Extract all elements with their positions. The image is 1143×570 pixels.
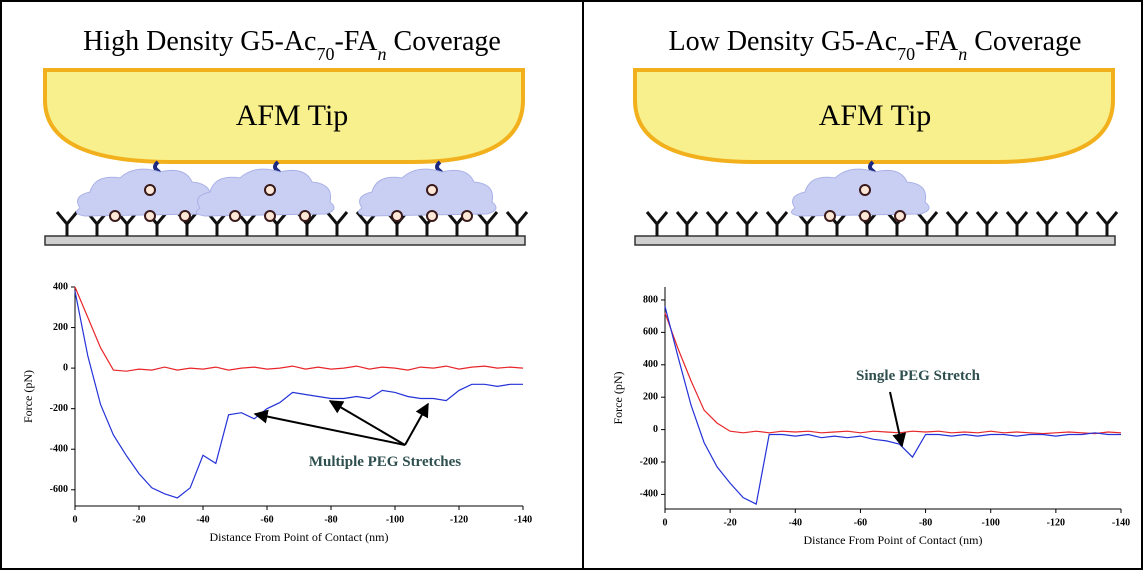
annotation: Multiple PEG Stretches	[309, 454, 461, 470]
folate	[426, 184, 438, 196]
annotation-arrow	[328, 400, 406, 446]
title-part: n	[378, 44, 387, 64]
x-axis-title: Distance From Point of Contact (nm)	[804, 533, 983, 547]
receptor	[1035, 211, 1059, 236]
x-tick-label: 0	[73, 514, 78, 525]
receptor	[1065, 211, 1089, 236]
x-tick-label: -120	[1047, 517, 1065, 528]
x-tick-label: -60	[260, 514, 273, 525]
folate	[894, 210, 906, 222]
folate	[264, 184, 276, 196]
receptor	[705, 211, 729, 236]
y-tick-label: 800	[643, 294, 658, 305]
title-part: Coverage	[967, 26, 1081, 57]
receptor	[735, 211, 759, 236]
data-line	[74, 286, 524, 372]
y-tick-label: 200	[53, 322, 68, 333]
receptor	[505, 211, 529, 236]
title-part: -FA	[334, 26, 378, 57]
receptor	[945, 211, 969, 236]
receptor	[645, 211, 669, 236]
x-tick-label: -40	[196, 514, 209, 525]
x-tick-label: -80	[919, 517, 932, 528]
folate	[109, 210, 121, 222]
folate	[391, 210, 403, 222]
folate	[144, 184, 156, 196]
data-line	[74, 290, 523, 499]
folate	[264, 210, 276, 222]
title-part: -FA	[915, 26, 959, 57]
receptor	[765, 211, 789, 236]
folate	[859, 184, 871, 196]
annotation-arrow	[253, 409, 406, 446]
y-tick-label: 0	[63, 362, 68, 373]
x-tick-label: -20	[723, 517, 736, 528]
folate	[179, 210, 191, 222]
receptor	[915, 211, 939, 236]
title-part: 70	[897, 44, 915, 64]
x-tick-label: -100	[982, 517, 1000, 528]
folate	[229, 210, 241, 222]
afm-tip	[43, 68, 525, 164]
title-part: Low Density G5-Ac	[669, 26, 898, 57]
title-part: Coverage	[387, 26, 501, 57]
y-tick-label: 600	[643, 327, 658, 338]
x-tick-label: -140	[1112, 517, 1130, 528]
x-tick-label: -60	[854, 517, 867, 528]
tip-label: AFM Tip	[236, 99, 349, 132]
receptor	[675, 211, 699, 236]
title-part: n	[958, 44, 967, 64]
receptor	[475, 211, 499, 236]
x-tick-label: 0	[663, 517, 668, 528]
y-tick-label: -600	[50, 484, 68, 495]
annotation-arrow	[889, 391, 907, 448]
tip-label: AFM Tip	[819, 99, 932, 132]
receptor	[1005, 211, 1029, 236]
x-tick-label: -40	[789, 517, 802, 528]
panel-title: High Density G5-Ac70-FAn Coverage	[83, 26, 501, 64]
x-tick-label: -140	[514, 514, 532, 525]
folate	[299, 210, 311, 222]
receptor	[55, 211, 79, 236]
annotation: Single PEG Stretch	[856, 368, 981, 384]
title-part: 70	[316, 44, 334, 64]
title-part: High Density G5-Ac	[83, 26, 316, 57]
substrate	[634, 235, 1116, 246]
afm-tip	[633, 68, 1115, 164]
panel-title: Low Density G5-Ac70-FAn Coverage	[669, 26, 1082, 64]
x-tick-label: -80	[324, 514, 337, 525]
y-tick-label: -200	[50, 403, 68, 414]
folate	[824, 210, 836, 222]
folate	[144, 210, 156, 222]
substrate	[44, 235, 526, 246]
x-tick-label: -100	[386, 514, 404, 525]
y-tick-label: 400	[53, 281, 68, 292]
x-tick-label: -120	[450, 514, 468, 525]
y-tick-label: -400	[640, 489, 658, 500]
y-axis-title: Force (pN)	[21, 370, 35, 423]
y-tick-label: 200	[643, 391, 658, 402]
y-tick-label: -400	[50, 444, 68, 455]
receptor	[325, 211, 349, 236]
y-tick-label: -200	[640, 456, 658, 467]
receptor	[975, 211, 999, 236]
folate	[426, 210, 438, 222]
y-tick-label: 0	[653, 424, 658, 435]
y-tick-label: 400	[643, 359, 658, 370]
annotation-arrow	[404, 402, 429, 446]
y-axis-title: Force (pN)	[611, 372, 625, 425]
receptor	[1095, 211, 1119, 236]
folate	[859, 210, 871, 222]
x-axis-title: Distance From Point of Contact (nm)	[210, 530, 389, 544]
x-tick-label: -20	[132, 514, 145, 525]
folate	[461, 210, 473, 222]
